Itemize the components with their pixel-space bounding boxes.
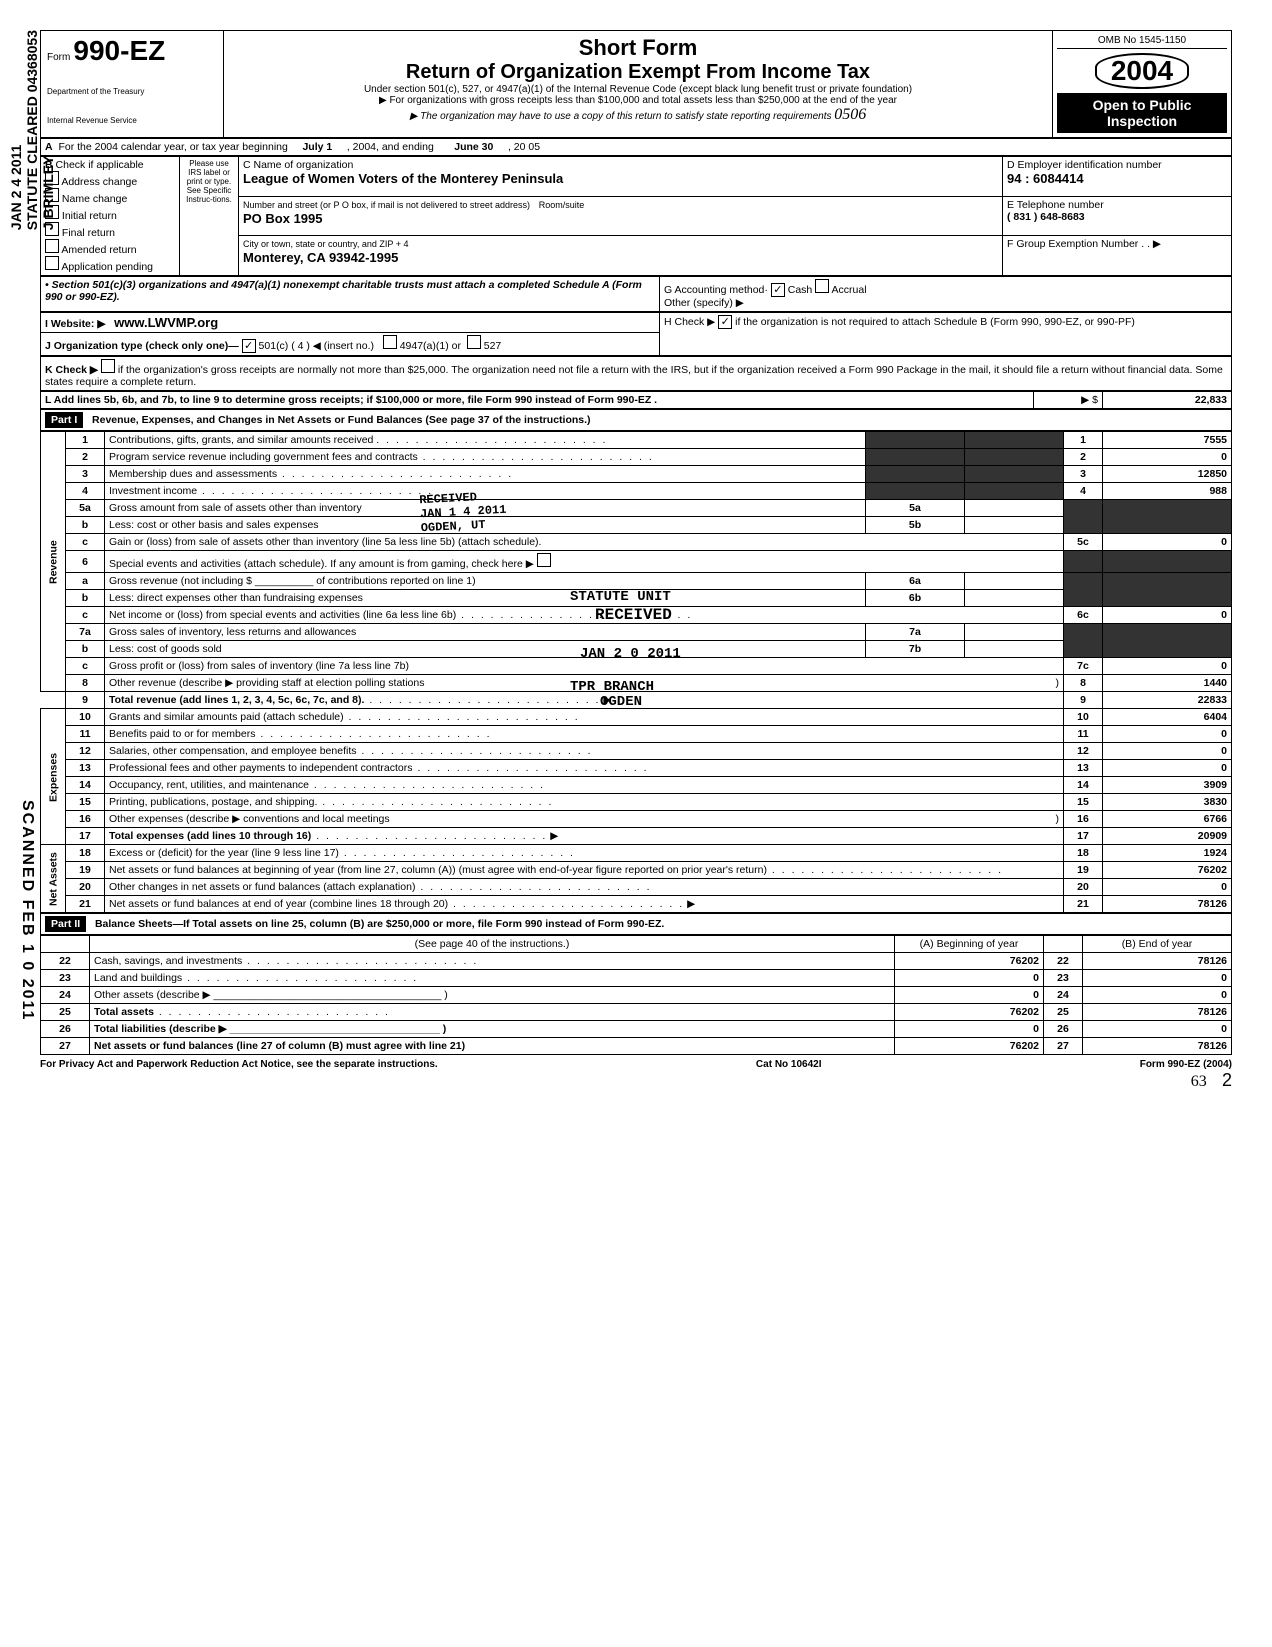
form-id-footer: Form 990-EZ (2004) — [1140, 1059, 1232, 1070]
h-checkbox[interactable]: ✓ — [718, 315, 732, 329]
dept-treasury: Department of the Treasury — [47, 87, 217, 96]
j-label: J Organization type (check only one)— — [45, 340, 239, 352]
hand-0506: 0506 — [834, 106, 866, 123]
part2-label: Part II — [45, 916, 86, 932]
l-label: L Add lines 5b, 6b, and 7b, to line 9 to… — [45, 394, 657, 406]
h-label: H Check ▶ — [664, 316, 715, 328]
subtitle-2: ▶ For organizations with gross receipts … — [230, 95, 1046, 106]
stamp-statute-unit: STATUTE UNIT — [570, 589, 671, 605]
please-label: Please use IRS label or print or type. S… — [180, 157, 239, 276]
side-net-assets: Net Assets — [41, 845, 66, 913]
addr-label: Number and street (or P O box, if mail i… — [243, 200, 530, 210]
form-header: Form 990-EZ Department of the Treasury I… — [40, 30, 1232, 138]
subtitle-1: Under section 501(c), 527, or 4947(a)(1)… — [230, 84, 1046, 95]
city-label: City or town, state or country, and ZIP … — [243, 239, 409, 249]
e-label: E Telephone number — [1007, 199, 1104, 211]
d-label: D Employer identification number — [1007, 159, 1162, 171]
address: PO Box 1995 — [243, 211, 323, 226]
scanned-stamp: SCANNED FEB 1 0 2011 — [18, 800, 36, 1021]
l-arrow: ▶ $ — [1034, 392, 1103, 409]
stamp-received-2: RECEIVED — [595, 606, 672, 624]
form-number: 990-EZ — [73, 35, 165, 66]
col-b-header: (B) End of year — [1083, 936, 1232, 953]
c-label: C Name of organization — [243, 159, 353, 171]
privacy-notice: For Privacy Act and Paperwork Reduction … — [40, 1059, 438, 1070]
return-title: Return of Organization Exempt From Incom… — [230, 61, 1046, 84]
side-expenses: Expenses — [41, 709, 66, 845]
tax-year: 2004 — [1095, 53, 1189, 89]
schedule-a-note: • Section 501(c)(3) organizations and 49… — [45, 279, 642, 303]
part2-instructions: (See page 40 of the instructions.) — [90, 936, 895, 953]
dept-irs: Internal Revenue Service — [47, 116, 217, 125]
cash-checkbox[interactable]: ✓ — [771, 283, 785, 297]
omb-number: OMB No 1545-1150 — [1057, 35, 1227, 49]
side-revenue: Revenue — [41, 432, 66, 692]
part1-title: Revenue, Expenses, and Changes in Net As… — [92, 414, 591, 426]
stamp-date-vertical: JAN 2 4 2011 STATUTE CLEARED 04368053 J … — [8, 30, 56, 230]
stamp-tpr: TPR BRANCH — [570, 679, 654, 695]
f-label: F Group Exemption Number . . ▶ — [1003, 236, 1232, 276]
l-value: 22,833 — [1195, 394, 1227, 406]
j-4947-checkbox[interactable] — [383, 335, 397, 349]
part2-table: (See page 40 of the instructions.) (A) B… — [40, 935, 1232, 1055]
phone: ( 831 ) 648-8683 — [1007, 211, 1085, 223]
identity-block: B Check if applicable Address change Nam… — [40, 156, 1232, 276]
open-to-public: Open to Public Inspection — [1057, 93, 1227, 133]
page-number: 2 — [1222, 1070, 1232, 1090]
k-label: K Check ▶ — [45, 364, 98, 376]
org-name: League of Women Voters of the Monterey P… — [243, 171, 563, 186]
cat-number: Cat No 10642I — [756, 1059, 822, 1070]
footer: For Privacy Act and Paperwork Reduction … — [40, 1055, 1232, 1070]
part2-title: Balance Sheets—If Total assets on line 2… — [95, 918, 664, 930]
h-text: if the organization is not required to a… — [735, 316, 1135, 328]
j-527-checkbox[interactable] — [467, 335, 481, 349]
stamp-received-1: RECEIVED JAN 1 4 2011 OGDEN, UT — [419, 489, 508, 535]
handwritten-63: 63 — [1191, 1073, 1207, 1090]
website: www.LWVMP.org — [114, 315, 218, 330]
col-a-header: (A) Beginning of year — [895, 936, 1044, 953]
row-a: A For the 2004 calendar year, or tax yea… — [40, 138, 1232, 156]
part1-label: Part I — [45, 412, 83, 428]
website-label: I Website: ▶ — [45, 318, 105, 330]
part1-table: Revenue 1Contributions, gifts, grants, a… — [40, 431, 1232, 913]
accrual-checkbox[interactable] — [815, 279, 829, 293]
subtitle-3: ▶ The organization may have to use a cop… — [230, 106, 1046, 124]
city: Monterey, CA 93942-1995 — [243, 250, 398, 265]
ein: 94 : 6084414 — [1007, 171, 1084, 186]
j-501c-checkbox[interactable]: ✓ — [242, 339, 256, 353]
gaming-checkbox[interactable] — [537, 553, 551, 567]
k-text: if the organization's gross receipts are… — [45, 364, 1223, 388]
short-form-title: Short Form — [230, 35, 1046, 61]
g-label: G Accounting method· — [664, 284, 768, 296]
stamp-date-2: JAN 2 0 2011 — [580, 646, 681, 662]
k-checkbox[interactable] — [101, 359, 115, 373]
stamp-ogden-2: OGDEN — [600, 694, 642, 710]
